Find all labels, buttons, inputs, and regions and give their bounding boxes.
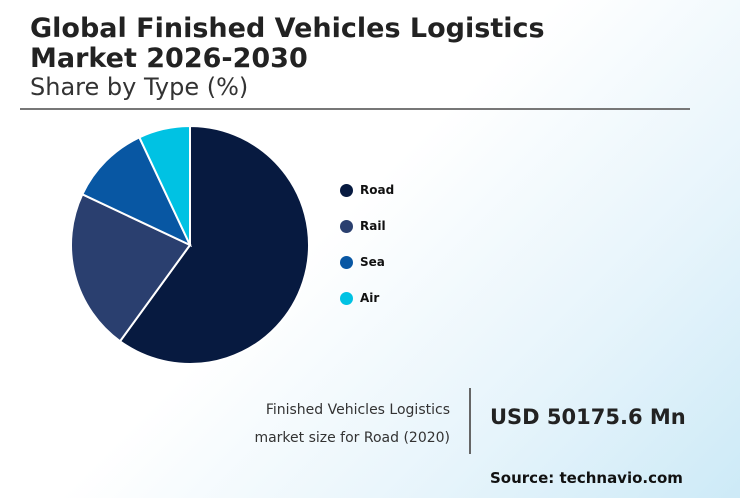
legend-label-rail: Rail (360, 219, 386, 233)
caption-divider (469, 388, 471, 454)
legend-label-air: Air (360, 291, 380, 305)
pie-slice-air (138, 124, 191, 246)
legend-swatch-sea (340, 255, 353, 269)
pie-chart (70, 124, 310, 365)
legend-swatch-air (340, 291, 353, 305)
legend-item-sea: Sea (340, 244, 394, 280)
pie-slice-sea (80, 135, 193, 248)
caption-line-2: market size for Road (2020) (254, 430, 450, 446)
chart-title: Global Finished Vehicles Logistics Marke… (30, 13, 545, 74)
market-size-caption: Finished Vehicles Logistics market size … (254, 396, 450, 452)
market-size-value: USD 50175.6 Mn (490, 405, 686, 429)
chart-subtitle: Share by Type (%) (30, 73, 249, 101)
legend-item-rail: Rail (340, 208, 394, 244)
source-label: Source: technavio.com (490, 469, 683, 487)
legend-swatch-road (340, 183, 353, 197)
pie-slice-road (118, 124, 310, 365)
legend-item-road: Road (340, 172, 394, 208)
legend-swatch-rail (340, 219, 353, 233)
caption-line-1: Finished Vehicles Logistics (265, 402, 450, 418)
legend-item-air: Air (340, 280, 394, 316)
title-divider (20, 108, 690, 110)
legend-label-sea: Sea (360, 255, 385, 269)
legend: Road Rail Sea Air (340, 172, 394, 316)
legend-label-road: Road (360, 183, 395, 197)
